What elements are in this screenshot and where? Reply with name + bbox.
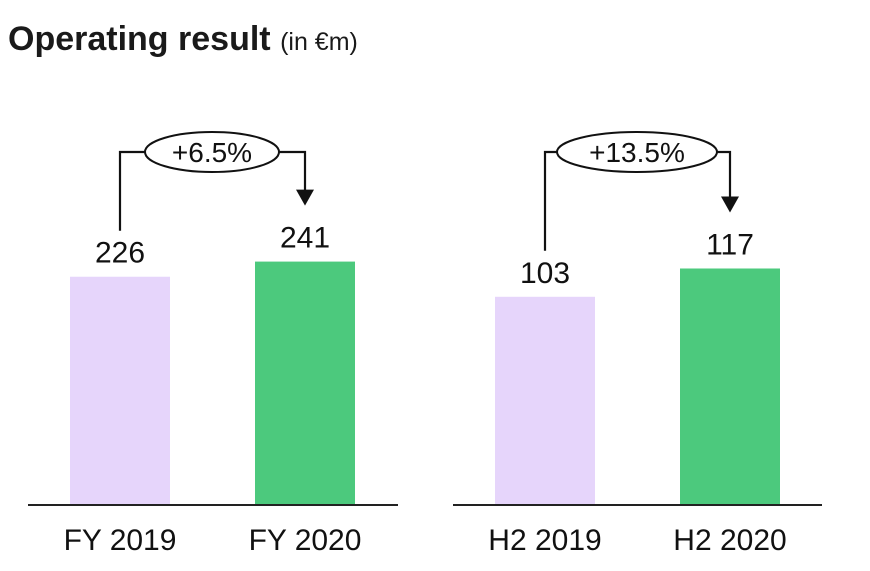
chart-title: Operating result (in €m) bbox=[8, 20, 358, 59]
change-badge bbox=[556, 131, 718, 173]
bar-h2-2019 bbox=[495, 296, 595, 505]
change-connector-right bbox=[279, 150, 307, 192]
chart-panel-fy: 226 FY 2019 241 FY 2020 +6.5% bbox=[28, 131, 398, 557]
title-unit: (in €m) bbox=[280, 28, 358, 56]
data-label: 226 bbox=[95, 237, 145, 270]
bar-fy-2019 bbox=[70, 276, 170, 505]
arrow-down-icon bbox=[296, 189, 314, 206]
arrow-down-icon bbox=[721, 196, 739, 213]
change-connector-left bbox=[118, 150, 145, 231]
change-connector-left bbox=[543, 150, 557, 251]
category-label: FY 2020 bbox=[249, 524, 362, 557]
bar-h2-2020 bbox=[680, 268, 780, 505]
category-label: H2 2019 bbox=[488, 524, 601, 557]
change-label: +13.5% bbox=[589, 137, 685, 168]
category-label: FY 2019 bbox=[64, 524, 177, 557]
change-badge bbox=[144, 131, 280, 173]
change-label: +6.5% bbox=[172, 137, 252, 168]
title-text: Operating result bbox=[8, 20, 271, 58]
category-label: H2 2020 bbox=[673, 524, 786, 557]
change-connector-right bbox=[717, 150, 732, 199]
data-label: 117 bbox=[706, 228, 754, 261]
data-label: 103 bbox=[520, 257, 570, 290]
data-label: 241 bbox=[280, 222, 330, 255]
bar-fy-2020 bbox=[255, 261, 355, 505]
chart-panel-h2: 103 H2 2019 117 H2 2020 +13.5% bbox=[453, 131, 822, 557]
